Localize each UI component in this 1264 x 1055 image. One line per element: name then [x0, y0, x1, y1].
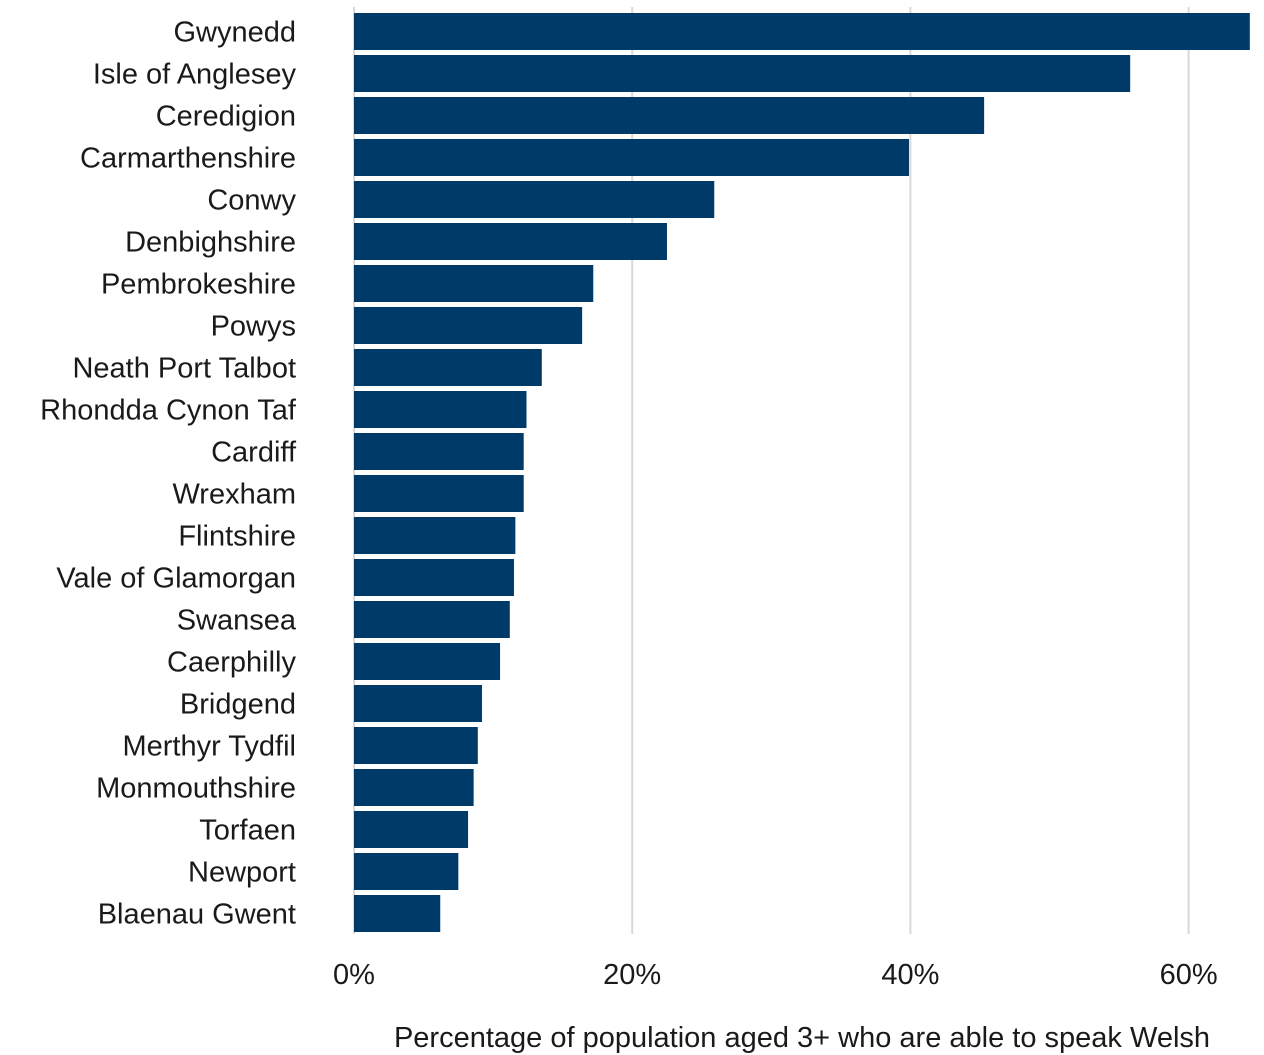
- bar: [354, 433, 524, 470]
- bar: [354, 307, 583, 344]
- bar: [354, 265, 594, 302]
- x-axis-title: Percentage of population aged 3+ who are…: [394, 1022, 1210, 1054]
- category-label: Isle of Anglesey: [93, 59, 297, 91]
- category-label: Cardiff: [211, 437, 297, 469]
- bar: [354, 97, 985, 134]
- category-label: Newport: [188, 857, 296, 889]
- bar: [354, 181, 715, 218]
- bar: [354, 55, 1131, 92]
- bar: [354, 349, 542, 386]
- bar: [354, 223, 667, 260]
- x-tick-label: 20%: [603, 959, 661, 991]
- x-tick-label: 40%: [881, 959, 939, 991]
- category-label: Torfaen: [199, 815, 296, 847]
- category-label: Pembrokeshire: [101, 269, 296, 301]
- category-label: Ceredigion: [156, 101, 296, 133]
- category-label: Denbighshire: [125, 227, 296, 259]
- category-label: Blaenau Gwent: [98, 899, 296, 931]
- x-tick-label: 0%: [333, 959, 375, 991]
- category-label: Vale of Glamorgan: [56, 563, 296, 595]
- bar: [354, 895, 441, 932]
- bar: [354, 601, 510, 638]
- bar: [354, 643, 501, 680]
- category-labels: Gwynedd Isle of Anglesey Ceredigion Carmart…: [40, 17, 297, 931]
- category-label: Merthyr Tydfil: [122, 731, 296, 763]
- bar: [354, 391, 527, 428]
- bars: [354, 13, 1250, 932]
- category-label: Conwy: [207, 185, 296, 217]
- category-label: Swansea: [177, 605, 297, 637]
- category-label: Neath Port Talbot: [72, 353, 296, 385]
- bar: [354, 139, 910, 176]
- category-label: Monmouthshire: [96, 773, 296, 805]
- category-label: Gwynedd: [173, 17, 296, 49]
- category-label: Caerphilly: [167, 647, 296, 679]
- bar: [354, 811, 469, 848]
- bar: [354, 559, 514, 596]
- bar: [354, 13, 1250, 50]
- bar: [354, 853, 459, 890]
- bar: [354, 475, 524, 512]
- x-tick-labels: 0% 20% 40% 60%: [333, 959, 1218, 991]
- category-label: Bridgend: [180, 689, 296, 721]
- category-label: Carmarthenshire: [80, 143, 296, 175]
- bar: [354, 769, 474, 806]
- category-label: Rhondda Cynon Taf: [40, 395, 297, 427]
- bar: [354, 517, 516, 554]
- category-label: Powys: [211, 311, 296, 343]
- category-label: Wrexham: [172, 479, 296, 511]
- bar: [354, 685, 482, 722]
- x-tick-label: 60%: [1160, 959, 1218, 991]
- category-label: Flintshire: [178, 521, 296, 553]
- bar: [354, 727, 478, 764]
